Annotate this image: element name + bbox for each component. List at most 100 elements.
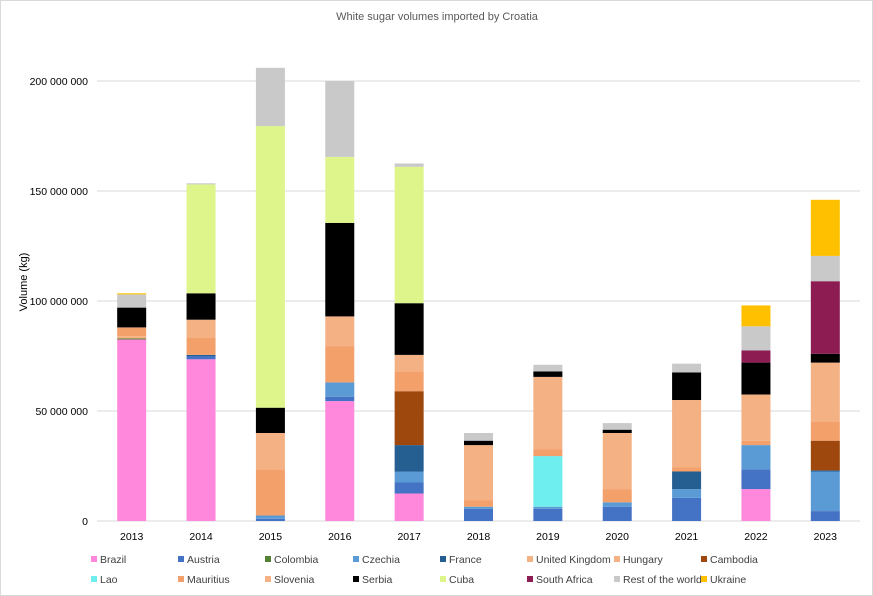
bar-segment-slovenia [186, 319, 216, 338]
bar-segment-rest-of-the-world [464, 433, 493, 441]
x-tick-label: 2023 [814, 531, 838, 543]
legend-swatch [353, 576, 359, 582]
legend-label: Rest of the world [623, 574, 702, 586]
bar-segment-south-africa [741, 350, 771, 363]
y-tick-label: 0 [82, 516, 88, 528]
y-axis-ticks: 0 50 000 000 100 000 000 150 000 000 200 000… [30, 76, 89, 528]
x-tick-label: 2016 [328, 531, 352, 543]
bar-segment-austria [602, 506, 632, 521]
bar-segment-mauritius [255, 469, 285, 516]
bar-segment-czechia [741, 445, 771, 470]
bar-segment-czechia [672, 489, 702, 498]
bar-segment-serbia [810, 353, 840, 363]
gridlines [97, 80, 860, 522]
bar-segment-cambodia [394, 391, 424, 446]
bar-segment-mauritius [533, 449, 563, 457]
legend-label: Hungary [623, 554, 663, 566]
y-tick-label: 200 000 000 [30, 76, 89, 88]
legend-label: France [449, 554, 482, 566]
bar-segment-austria [533, 508, 563, 521]
y-axis-label: Volume (kg) [18, 253, 30, 312]
bar-segment-slovenia [672, 400, 702, 468]
legend-swatch [701, 576, 707, 582]
bars [117, 67, 840, 521]
bar-segment-united-kingdom [117, 336, 147, 339]
legend-label: Mauritius [187, 574, 230, 586]
bar-segment-rest-of-the-world [672, 363, 702, 373]
legend-swatch [265, 576, 271, 582]
legend-swatch [265, 556, 271, 562]
bar-segment-ukraine [741, 305, 771, 327]
x-tick-label: 2015 [259, 531, 283, 543]
bar-segment-rest-of-the-world [602, 423, 632, 430]
legend-label: Lao [100, 574, 118, 586]
bar-segment-czechia [464, 506, 493, 509]
bar-segment-austria [186, 356, 216, 360]
bar-segment-france [394, 445, 424, 472]
legend-label: Colombia [274, 554, 319, 566]
bar-segment-rest-of-the-world [394, 163, 424, 167]
y-tick-label: 150 000 000 [30, 186, 89, 198]
bar-segment-mauritius [672, 467, 702, 472]
legend-swatch [91, 556, 97, 562]
y-tick-label: 100 000 000 [30, 296, 89, 308]
x-tick-label: 2014 [189, 531, 213, 543]
bar-segment-ukraine [117, 293, 147, 295]
bar-segment-mauritius [810, 422, 840, 441]
bar-segment-rest-of-the-world [741, 326, 771, 351]
bar-segment-slovenia [533, 376, 563, 450]
legend-label: Brazil [100, 554, 126, 566]
bar-segment-france [810, 470, 840, 472]
bar-segment-slovenia [741, 394, 771, 441]
bar-segment-serbia [533, 371, 563, 377]
legend-label: Czechia [362, 554, 400, 566]
x-tick-label: 2020 [606, 531, 630, 543]
legend-swatch [701, 556, 707, 562]
bar-segment-brazil [325, 401, 355, 521]
bar-segment-czechia [602, 502, 632, 507]
bar-segment-austria [810, 511, 840, 521]
bar-segment-serbia [325, 222, 355, 317]
bar-segment-serbia [186, 293, 216, 320]
x-axis-ticks: 2013 2014 2015 2016 2017 2018 2019 2020 2021 2022… [120, 531, 837, 543]
x-tick-label: 2018 [467, 531, 491, 543]
bar-segment-mauritius [394, 371, 424, 392]
bar-segment-slovenia [325, 316, 355, 347]
bar-segment-brazil [186, 359, 216, 521]
bar-segment-cuba [394, 166, 424, 304]
bar-segment-mauritius [464, 500, 493, 507]
y-tick-label: 50 000 000 [35, 406, 88, 418]
legend-label: United Kingdom [536, 554, 611, 566]
bar-segment-slovenia [394, 354, 424, 372]
bar-segment-rest-of-the-world [533, 364, 563, 372]
bar-segment-slovenia [255, 433, 285, 470]
bar-segment-serbia [464, 440, 493, 446]
bar-segment-czechia [255, 515, 285, 519]
bar-segment-czechia [325, 382, 355, 397]
bar-segment-serbia [602, 429, 632, 433]
legend-label: South Africa [536, 574, 593, 586]
x-tick-label: 2017 [397, 531, 421, 543]
x-tick-label: 2019 [536, 531, 560, 543]
legend-swatch [178, 556, 184, 562]
bar-segment-cuba [186, 184, 216, 294]
legend-label: Slovenia [274, 574, 314, 586]
bar-segment-serbia [672, 372, 702, 400]
bar-segment-serbia [117, 307, 147, 328]
bar-segment-austria [394, 482, 424, 494]
bar-segment-rest-of-the-world [255, 67, 285, 127]
bar-segment-austria [672, 497, 702, 521]
bar-segment-serbia [741, 362, 771, 395]
legend-swatch [178, 576, 184, 582]
bar-segment-brazil [741, 489, 771, 521]
bar-segment-austria [741, 469, 771, 490]
bar-segment-france [672, 471, 702, 490]
bar-segment-france [186, 354, 216, 356]
bar-segment-austria [325, 396, 355, 402]
legend-label: Cambodia [710, 554, 758, 566]
bar-segment-mauritius [741, 440, 771, 446]
legend-label: Ukraine [710, 574, 746, 586]
bar-segment-rest-of-the-world [186, 183, 216, 185]
legend-swatch [440, 576, 446, 582]
legend-swatch [527, 556, 533, 562]
